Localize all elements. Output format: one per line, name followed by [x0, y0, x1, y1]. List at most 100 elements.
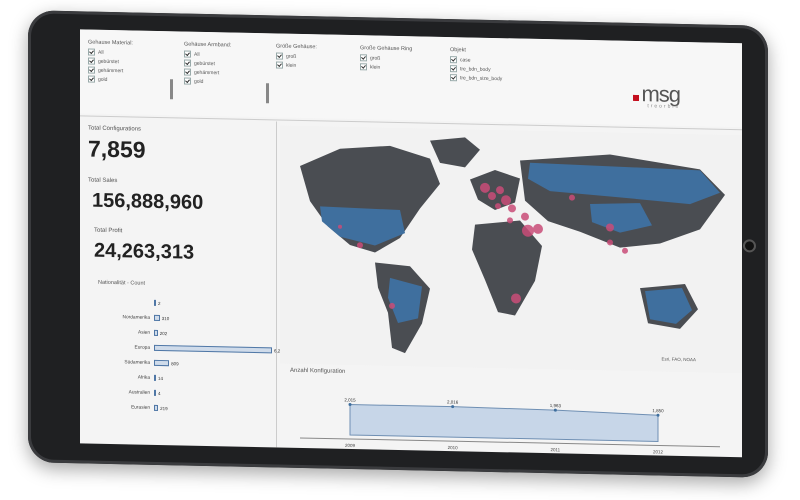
- nationality-bar[interactable]: [154, 389, 156, 396]
- map-bubble[interactable]: [511, 293, 521, 304]
- nationality-bar[interactable]: [154, 314, 160, 322]
- config-point[interactable]: [656, 413, 660, 417]
- filter-option[interactable]: gold: [184, 77, 231, 86]
- x-tick-label: 2010: [448, 445, 459, 450]
- filter-option[interactable]: gebürstet: [88, 57, 133, 66]
- map-bubble[interactable]: [488, 191, 496, 200]
- world-map-svg: [300, 137, 725, 354]
- nationality-row[interactable]: Südamerika 809: [90, 358, 179, 368]
- checkbox[interactable]: [88, 57, 95, 65]
- map-bubble[interactable]: [389, 302, 395, 309]
- nationality-bar[interactable]: [154, 344, 272, 354]
- filter-option[interactable]: gebürstet: [184, 59, 231, 68]
- nationality-bar[interactable]: [154, 359, 170, 367]
- map-bubble[interactable]: [357, 242, 363, 249]
- map-bubble[interactable]: [533, 223, 543, 234]
- nationality-value: 219: [160, 405, 168, 411]
- map-bubble[interactable]: [508, 204, 516, 213]
- nationality-label: Australien: [128, 389, 150, 396]
- config-line-chart: Anzahl Konfiguration 2,015 2009 2,016 2010 1…: [280, 364, 742, 458]
- map-bubble[interactable]: [496, 186, 504, 195]
- config-point[interactable]: [553, 408, 557, 412]
- filter-option[interactable]: All: [184, 50, 231, 59]
- nationality-row[interactable]: Australien 4: [90, 388, 161, 397]
- checkbox[interactable]: [276, 52, 283, 60]
- filter-option[interactable]: All: [88, 48, 133, 57]
- kpi-label-sales: Total Sales: [88, 177, 118, 185]
- filter-option[interactable]: gehämmert: [88, 66, 133, 75]
- filter-title: Gehause Material:: [88, 39, 133, 47]
- divider: [276, 121, 277, 448]
- checkbox[interactable]: [88, 66, 95, 74]
- filter-option[interactable]: gold: [88, 75, 133, 84]
- config-data-label: 1,963: [550, 403, 562, 408]
- map-bubble[interactable]: [507, 217, 513, 224]
- checkbox[interactable]: [276, 61, 283, 69]
- config-data-label: 2,016: [447, 400, 459, 405]
- nationality-row[interactable]: Asien 202: [90, 328, 167, 338]
- map-bubble[interactable]: [338, 224, 342, 229]
- checkbox[interactable]: [360, 63, 367, 71]
- checkbox[interactable]: [450, 74, 457, 82]
- map-bubble[interactable]: [522, 224, 534, 237]
- filter-option[interactable]: tre_bdn_size_body: [450, 74, 502, 82]
- kpi-value-configurations: 7,859: [88, 135, 146, 163]
- filter-gehause-material: Gehause Material: All gebürstet gehämmer…: [88, 40, 133, 86]
- checkbox[interactable]: [184, 77, 191, 85]
- filter-option[interactable]: case: [450, 56, 502, 64]
- filter-option[interactable]: gehämmert: [184, 68, 231, 77]
- nationality-row[interactable]: Afrika 14: [90, 373, 163, 383]
- australia-highlight: [645, 287, 692, 324]
- map-bubble[interactable]: [607, 239, 613, 246]
- map-bubble[interactable]: [606, 223, 614, 232]
- map-bubble[interactable]: [495, 203, 501, 210]
- filter-option[interactable]: klein: [360, 63, 412, 71]
- nationality-row[interactable]: Europa6,299: [90, 343, 285, 355]
- filter-option[interactable]: klein: [276, 61, 317, 69]
- nationality-row[interactable]: Eurasien 219: [90, 403, 168, 413]
- checkbox[interactable]: [184, 50, 191, 58]
- nationality-bar[interactable]: [154, 299, 156, 306]
- map-bubble[interactable]: [501, 195, 511, 206]
- nationality-label: Eurasien: [131, 404, 150, 411]
- logo-dot: [633, 94, 640, 102]
- nationality-value: 310: [161, 315, 170, 321]
- config-data-label: 2,015: [344, 397, 356, 402]
- nationality-label: Asien: [138, 330, 150, 336]
- checkbox[interactable]: [184, 68, 191, 76]
- europe-land: [470, 170, 520, 211]
- map-bubble[interactable]: [480, 182, 490, 193]
- map-bubble[interactable]: [521, 212, 529, 221]
- nationality-bar[interactable]: [154, 329, 158, 336]
- china-highlight: [590, 203, 652, 233]
- nationality-row[interactable]: Nordamerika 310: [90, 313, 169, 323]
- filter-grosse-gehause-ring: Große Gehäuse Ring groß klein: [360, 45, 412, 73]
- nationality-bar[interactable]: [154, 374, 156, 381]
- divider: [266, 83, 269, 104]
- config-chart-svg: 2,015 2009 2,016 2010 1,963 2011 1,850 2012: [300, 397, 720, 455]
- filter-option[interactable]: groß: [276, 52, 317, 60]
- world-map[interactable]: Esri, FAO, NOAA: [280, 125, 742, 374]
- checkbox[interactable]: [88, 48, 95, 56]
- nationality-bar[interactable]: [154, 404, 159, 411]
- config-data-label: 1,850: [652, 408, 664, 413]
- config-point[interactable]: [348, 403, 352, 407]
- map-bubble[interactable]: [569, 194, 575, 201]
- tablet-frame: Gehause Material: All gebürstet gehämmer…: [28, 10, 768, 478]
- checkbox[interactable]: [184, 59, 191, 67]
- checkbox[interactable]: [360, 54, 367, 62]
- checkbox[interactable]: [88, 75, 95, 83]
- home-button[interactable]: [743, 239, 756, 253]
- greenland-land: [430, 137, 480, 168]
- filter-objekt: Objekt case tre_bdn_body tre_bdn_size_bo…: [450, 47, 502, 84]
- config-point[interactable]: [451, 405, 455, 409]
- map-bubble[interactable]: [622, 247, 628, 254]
- nationality-row[interactable]: 2: [90, 298, 161, 307]
- config-area: [349, 404, 659, 442]
- checkbox[interactable]: [450, 56, 457, 64]
- filter-option[interactable]: tre_bdn_body: [450, 65, 502, 73]
- nationality-label: Nordamerika: [122, 314, 150, 321]
- checkbox[interactable]: [450, 65, 457, 73]
- kpi-value-profit: 24,263,313: [94, 239, 195, 264]
- filter-option[interactable]: groß: [360, 54, 412, 62]
